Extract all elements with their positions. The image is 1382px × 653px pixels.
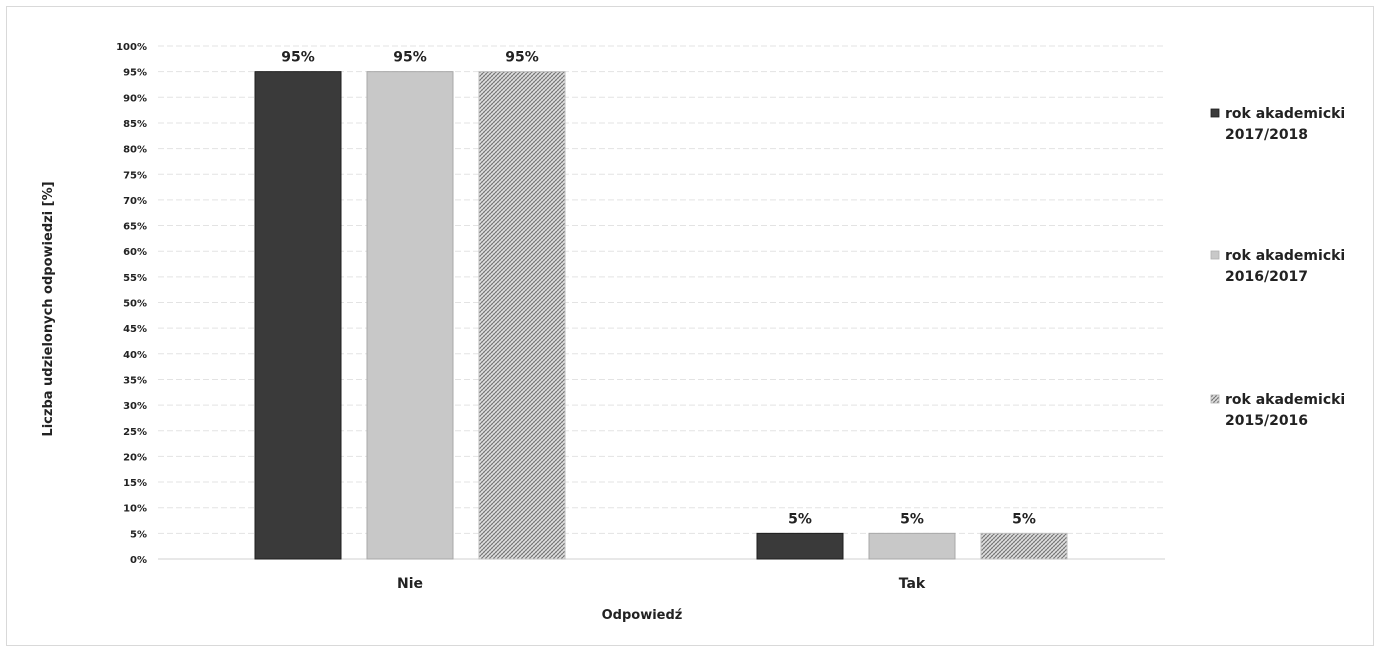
legend-item: rok akademicki 2017/2018 bbox=[1210, 106, 1345, 143]
x-axis-title: Odpowiedź bbox=[602, 608, 683, 623]
x-category-label: Tak bbox=[899, 576, 926, 592]
y-tick-label: 5% bbox=[130, 529, 147, 540]
data-label: 95% bbox=[505, 50, 539, 66]
y-tick-label: 25% bbox=[123, 427, 147, 438]
y-tick-label: 30% bbox=[123, 401, 147, 412]
data-label: 95% bbox=[281, 50, 315, 66]
y-axis-title: Liczba udzielonych odpowiedzi [%] bbox=[41, 181, 56, 436]
chart-frame bbox=[6, 6, 1374, 646]
y-tick-label: 80% bbox=[123, 145, 147, 156]
legend-label: rok akademicki 2017/2018 bbox=[1225, 106, 1345, 143]
legend-item: rok akademicki 2016/2017 bbox=[1210, 248, 1345, 285]
legend-item: rok akademicki 2015/2016 bbox=[1210, 392, 1345, 429]
y-tick-label: 85% bbox=[123, 119, 147, 130]
bar-nie-series-1 bbox=[254, 71, 342, 560]
legend-label: rok akademicki 2016/2017 bbox=[1225, 248, 1345, 285]
y-axis-ticks: 0% 5% 10% 15% 20% 25% 30% 35% 40% 45% 50% 55% 60% 65%… bbox=[116, 42, 147, 566]
y-tick-label: 35% bbox=[123, 375, 147, 386]
y-tick-label: 15% bbox=[123, 478, 147, 489]
y-tick-label: 40% bbox=[123, 350, 147, 361]
data-label: 5% bbox=[900, 511, 924, 527]
legend-swatch bbox=[1210, 108, 1220, 118]
y-tick-label: 75% bbox=[123, 170, 147, 181]
y-tick-label: 65% bbox=[123, 222, 147, 233]
y-tick-label: 0% bbox=[130, 555, 147, 566]
bar-tak-series-3 bbox=[980, 532, 1068, 560]
legend-label: rok akademicki 2015/2016 bbox=[1225, 392, 1345, 429]
legend-swatch bbox=[1210, 250, 1220, 260]
legend: rok akademicki 2017/2018 rok akademicki 201… bbox=[1210, 106, 1345, 429]
y-tick-label: 20% bbox=[123, 452, 147, 463]
y-tick-label: 95% bbox=[123, 68, 147, 79]
y-tick-label: 100% bbox=[116, 42, 147, 53]
y-tick-label: 45% bbox=[123, 324, 147, 335]
y-tick-label: 70% bbox=[123, 196, 147, 207]
bars bbox=[254, 71, 1068, 560]
data-labels: 95% 95% 95% 5% 5% 5% bbox=[281, 50, 1036, 528]
y-tick-label: 90% bbox=[123, 93, 147, 104]
x-category-label: Nie bbox=[397, 576, 423, 592]
legend-swatch bbox=[1210, 394, 1220, 404]
data-label: 5% bbox=[788, 511, 812, 527]
y-tick-label: 60% bbox=[123, 247, 147, 258]
bar-nie-series-2 bbox=[366, 71, 454, 560]
bar-tak-series-1 bbox=[756, 532, 844, 560]
bar-nie-series-3 bbox=[478, 71, 566, 560]
data-label: 95% bbox=[393, 50, 427, 66]
y-tick-label: 10% bbox=[123, 504, 147, 515]
y-tick-label: 50% bbox=[123, 299, 147, 310]
bar-tak-series-2 bbox=[868, 532, 956, 560]
y-tick-label: 55% bbox=[123, 273, 147, 284]
data-label: 5% bbox=[1012, 511, 1036, 527]
x-axis-categories: Nie Tak bbox=[397, 576, 926, 592]
